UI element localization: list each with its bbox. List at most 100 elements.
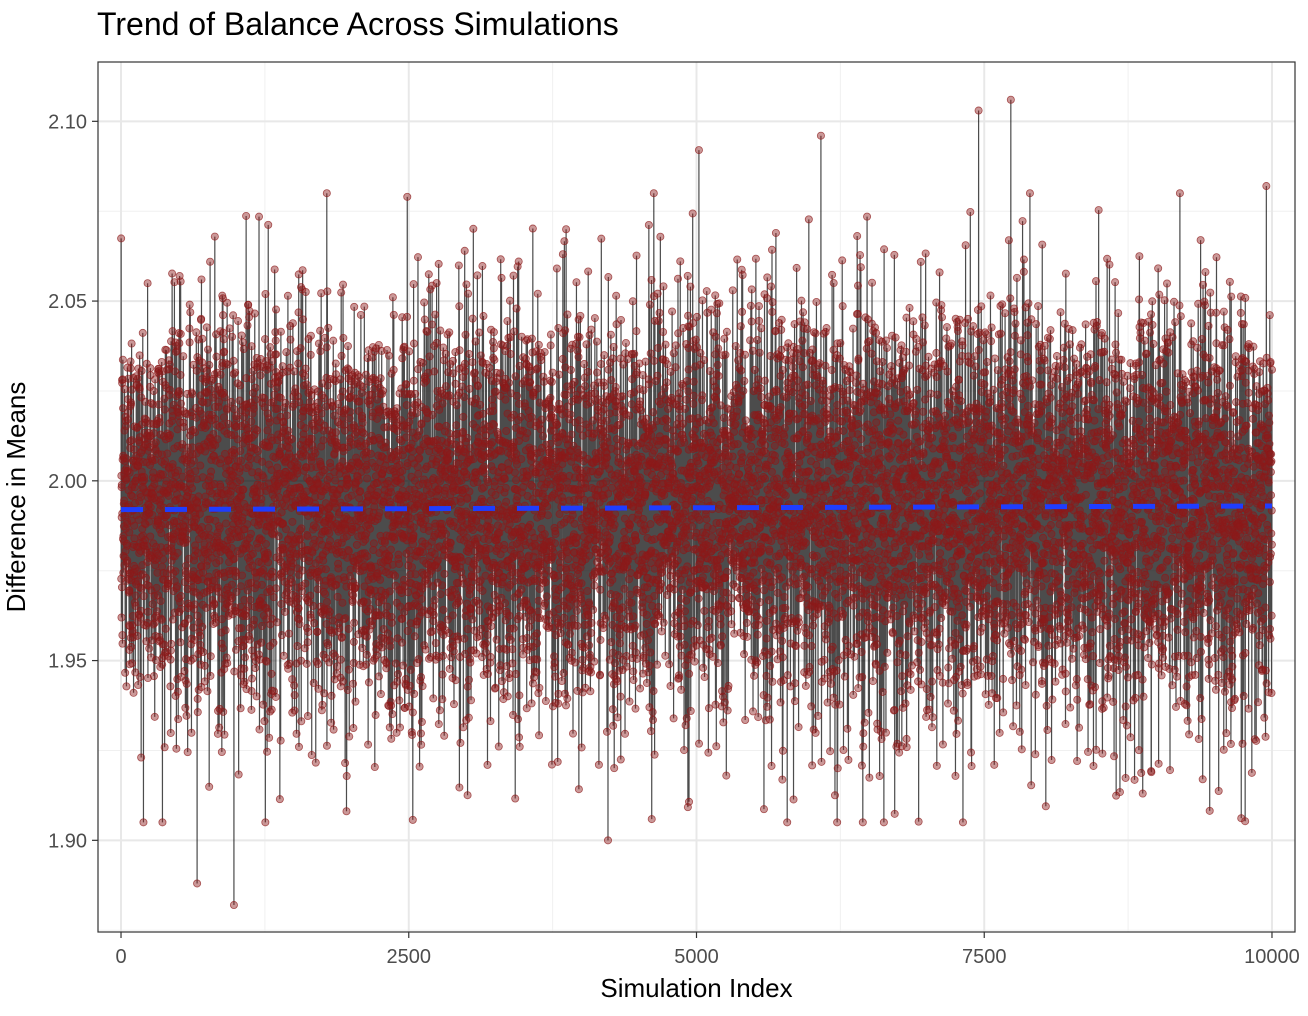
data-point — [565, 601, 574, 610]
data-point — [430, 367, 439, 376]
data-point — [634, 505, 643, 514]
data-point — [240, 677, 249, 686]
data-point — [325, 529, 334, 538]
data-point — [527, 699, 536, 708]
data-point — [683, 544, 692, 553]
data-point — [145, 644, 154, 653]
data-point — [485, 544, 494, 553]
data-point — [237, 456, 246, 465]
data-point — [131, 668, 140, 677]
data-point — [386, 642, 395, 651]
data-point — [410, 632, 419, 641]
data-point — [639, 651, 648, 660]
data-point — [587, 668, 596, 677]
data-point — [551, 530, 560, 539]
data-point — [671, 341, 680, 350]
data-point — [219, 413, 228, 422]
data-point — [298, 315, 307, 324]
data-point — [461, 330, 470, 339]
data-point — [483, 630, 492, 639]
data-point — [261, 539, 270, 548]
data-point — [215, 556, 224, 565]
data-point — [260, 394, 269, 403]
data-point — [517, 585, 526, 594]
data-point — [157, 615, 166, 624]
data-point — [489, 344, 498, 353]
data-point — [387, 701, 396, 710]
data-point — [166, 385, 175, 394]
data-point — [127, 642, 136, 651]
data-point — [166, 682, 175, 691]
data-point — [487, 622, 496, 631]
data-point — [166, 728, 175, 737]
data-point — [137, 753, 146, 762]
data-point — [422, 376, 431, 385]
data-point — [131, 601, 140, 610]
data-point — [162, 647, 171, 656]
data-point — [397, 588, 406, 597]
data-point — [176, 277, 185, 286]
data-point — [217, 747, 226, 756]
data-point — [654, 316, 663, 325]
data-point — [220, 730, 229, 739]
data-point — [239, 345, 248, 354]
data-point — [260, 335, 269, 344]
data-point — [364, 740, 373, 749]
data-point — [275, 795, 284, 804]
data-point — [490, 355, 499, 364]
data-point — [201, 447, 210, 456]
data-point — [242, 211, 251, 220]
data-point — [648, 715, 657, 724]
data-point — [628, 641, 637, 650]
data-point — [157, 521, 166, 530]
data-point — [478, 262, 487, 271]
data-point — [257, 593, 266, 602]
data-point — [362, 660, 371, 669]
data-point — [434, 259, 443, 268]
data-point — [446, 538, 455, 547]
data-point — [300, 371, 309, 380]
data-point — [474, 599, 483, 608]
data-point — [369, 539, 378, 548]
data-point — [499, 572, 508, 581]
data-point — [259, 700, 268, 709]
data-point — [602, 477, 611, 486]
data-point — [649, 424, 658, 433]
data-point — [373, 414, 382, 423]
data-point — [127, 339, 136, 348]
data-point — [480, 468, 489, 477]
data-point — [646, 648, 655, 657]
data-point — [463, 625, 472, 634]
data-point — [448, 356, 457, 365]
data-point — [236, 671, 245, 680]
data-point — [684, 365, 693, 374]
data-point — [459, 723, 468, 732]
data-point — [258, 457, 267, 466]
data-point — [669, 714, 678, 723]
data-point — [156, 614, 165, 623]
data-point — [239, 485, 248, 494]
data-point — [365, 524, 374, 533]
data-point — [645, 661, 654, 670]
data-point — [126, 443, 135, 452]
data-point — [675, 673, 684, 682]
data-point — [280, 502, 289, 511]
data-point — [324, 323, 333, 332]
data-point — [294, 604, 303, 613]
data-point — [535, 683, 544, 692]
data-point — [566, 629, 575, 638]
data-point — [440, 731, 449, 740]
data-point — [528, 224, 537, 233]
data-point — [610, 764, 619, 773]
data-point — [148, 510, 157, 519]
data-point — [501, 483, 510, 492]
data-point — [320, 333, 329, 342]
data-point — [218, 644, 227, 653]
data-point — [546, 393, 555, 402]
data-point — [470, 368, 479, 377]
data-point — [462, 533, 471, 542]
data-point — [407, 563, 416, 572]
data-point — [130, 422, 139, 431]
data-point — [143, 279, 152, 288]
data-point — [560, 237, 569, 246]
